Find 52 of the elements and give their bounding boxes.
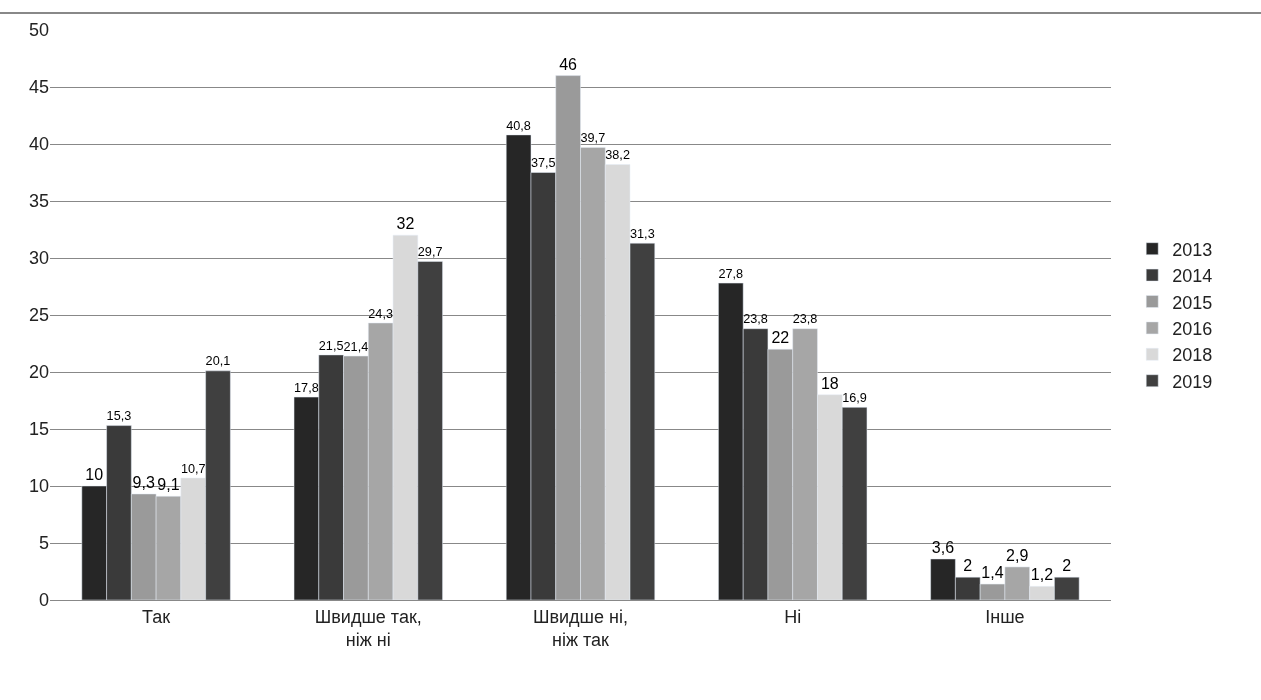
y-tick-label: 15 xyxy=(28,419,49,440)
y-tick-label: 0 xyxy=(38,590,49,611)
data-label: 24,3 xyxy=(368,306,393,321)
y-tick-label: 40 xyxy=(28,134,49,155)
data-label: 16,9 xyxy=(842,390,867,405)
data-label: 29,7 xyxy=(417,245,443,260)
data-label: 2,9 xyxy=(1006,546,1029,564)
data-label: 38,2 xyxy=(605,148,630,163)
legend-label: 2014 xyxy=(1172,266,1213,287)
data-label: 21,4 xyxy=(343,339,369,354)
data-label: 17,8 xyxy=(294,380,319,395)
x-tick-label: Інше xyxy=(985,606,1025,627)
legend-label: 2018 xyxy=(1172,345,1213,366)
legend-label: 2019 xyxy=(1172,371,1213,392)
data-label: 21,5 xyxy=(318,338,344,353)
data-label: 31,3 xyxy=(630,226,655,241)
data-label: 2 xyxy=(963,557,973,575)
data-label: 39,7 xyxy=(580,131,606,146)
data-label: 9,3 xyxy=(132,473,155,491)
data-label: 23,8 xyxy=(743,312,768,327)
data-label: 20,1 xyxy=(205,354,231,369)
y-tick-label: 5 xyxy=(38,533,49,554)
data-label: 2 xyxy=(1062,557,1072,575)
data-label: 40,8 xyxy=(506,118,531,133)
y-tick-label: 35 xyxy=(28,191,49,212)
y-tick-label: 20 xyxy=(28,362,49,383)
y-tick-label: 10 xyxy=(28,476,49,497)
data-label: 10 xyxy=(85,466,104,483)
x-tick-label: Швидше ні, ніж так xyxy=(532,606,629,650)
data-label: 15,3 xyxy=(106,409,132,424)
data-label: 10,7 xyxy=(180,461,206,476)
data-label: 1,4 xyxy=(981,564,1004,582)
y-tick-label: 50 xyxy=(28,20,49,41)
data-label: 23,8 xyxy=(792,312,818,327)
y-tick-label: 45 xyxy=(28,77,49,98)
data-label: 3,6 xyxy=(931,538,955,556)
legend-label: 2013 xyxy=(1172,239,1213,260)
data-label: 18 xyxy=(820,374,839,392)
data-label: 1,2 xyxy=(1030,566,1054,584)
y-tick-label: 30 xyxy=(28,248,49,269)
data-label: 27,8 xyxy=(718,266,744,281)
x-tick-label: Ні xyxy=(784,606,802,627)
x-tick-label: Швидше так, ніж ні xyxy=(314,606,422,650)
data-label: 46 xyxy=(559,55,578,73)
legend-label: 2015 xyxy=(1172,292,1213,313)
x-tick-label: Так xyxy=(142,606,171,627)
data-label: 9,1 xyxy=(157,476,180,494)
legend-label: 2016 xyxy=(1172,318,1213,339)
y-tick-label: 25 xyxy=(28,305,49,326)
data-label: 32 xyxy=(396,215,415,233)
data-label: 22 xyxy=(771,329,790,347)
data-label: 37,5 xyxy=(531,156,556,171)
